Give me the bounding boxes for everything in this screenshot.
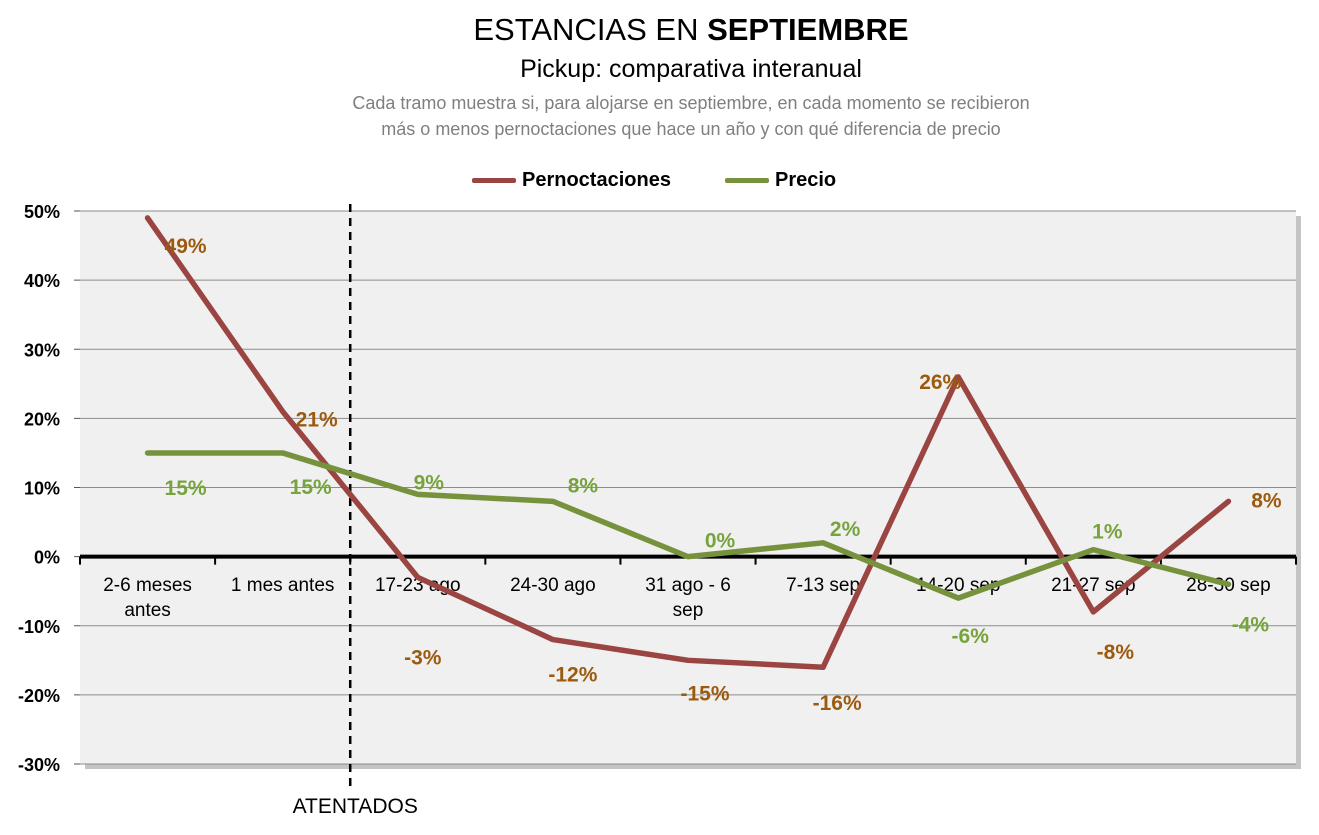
description-line-1: Cada tramo muestra si, para alojarse en … — [352, 93, 1030, 113]
legend-swatch-pernoctaciones — [472, 177, 516, 183]
data-label-precio: 0% — [705, 530, 736, 553]
data-label-pernoctaciones: 8% — [1251, 489, 1282, 512]
chart-title: ESTANCIAS EN SEPTIEMBRE — [0, 12, 1319, 48]
x-category-label: 2-6 meses — [103, 575, 192, 596]
data-label-precio: 8% — [568, 474, 599, 497]
data-label-pernoctaciones: -3% — [404, 646, 442, 669]
y-tick-label: 50% — [24, 202, 60, 222]
x-category-label: antes — [124, 600, 170, 621]
x-category-label: 1 mes antes — [231, 575, 335, 596]
legend-swatch-precio — [725, 177, 769, 183]
x-category-label: sep — [673, 600, 704, 621]
data-label-precio: 15% — [165, 477, 207, 500]
legend-item-precio: Precio — [725, 166, 836, 194]
event-marker-label: ATENTADOS — [293, 795, 418, 818]
x-category-label: 31 ago - 6 — [645, 575, 731, 596]
y-tick-label: 0% — [34, 548, 60, 568]
y-tick-label: 30% — [24, 340, 60, 360]
data-label-precio: -4% — [1232, 613, 1270, 636]
data-label-precio: 1% — [1092, 521, 1123, 544]
description-line-2: más o menos pernoctaciones que hace un a… — [381, 119, 1001, 139]
chart-legend: Pernoctaciones Precio — [0, 166, 1319, 194]
title-prefix: ESTANCIAS EN — [473, 12, 708, 47]
title-bold: SEPTIEMBRE — [707, 12, 909, 47]
data-label-precio: -6% — [952, 625, 990, 648]
y-tick-label: -10% — [18, 617, 60, 637]
legend-label-pernoctaciones: Pernoctaciones — [522, 168, 671, 191]
x-category-label: 17-23 ago — [375, 575, 461, 596]
x-category-label: 7-13 sep — [786, 575, 860, 596]
legend-label-precio: Precio — [775, 168, 837, 191]
y-tick-label: 10% — [24, 479, 60, 499]
data-label-pernoctaciones: -16% — [813, 692, 862, 715]
x-category-label: 24-30 ago — [510, 575, 596, 596]
series-line-precio — [144, 450, 1232, 601]
y-tick-label: -20% — [18, 686, 60, 706]
data-label-pernoctaciones: -12% — [548, 664, 597, 687]
data-label-pernoctaciones: -8% — [1097, 641, 1135, 664]
data-label-pernoctaciones: 21% — [296, 408, 338, 431]
data-label-pernoctaciones: 26% — [919, 371, 961, 394]
chart-description: Cada tramo muestra si, para alojarse en … — [0, 90, 1319, 142]
data-label-precio: 9% — [414, 471, 445, 494]
data-label-pernoctaciones: -15% — [680, 682, 729, 705]
data-label-pernoctaciones: 49% — [165, 235, 207, 258]
chart-subtitle: Pickup: comparativa interanual — [520, 55, 862, 83]
y-tick-label: 20% — [24, 409, 60, 429]
y-tick-label: -30% — [18, 755, 60, 775]
data-label-precio: 15% — [290, 476, 332, 499]
legend-item-pernoctaciones: Pernoctaciones — [472, 166, 671, 194]
data-label-precio: 2% — [830, 518, 861, 541]
y-tick-label: 40% — [24, 271, 60, 291]
